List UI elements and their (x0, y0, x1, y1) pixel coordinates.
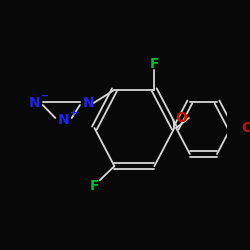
Text: F: F (150, 57, 159, 71)
Text: N: N (82, 96, 94, 110)
Text: −: − (41, 91, 50, 101)
Text: O: O (241, 121, 250, 135)
Text: N: N (58, 113, 70, 127)
Text: F: F (90, 179, 99, 193)
Text: O: O (176, 111, 188, 125)
Text: +: + (70, 108, 78, 118)
Text: N: N (29, 96, 40, 110)
